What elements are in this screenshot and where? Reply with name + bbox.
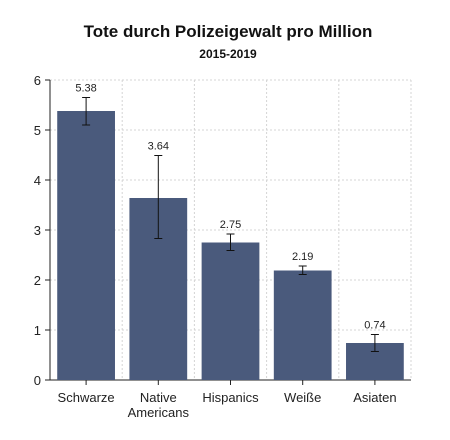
y-tick-label-1: 1	[34, 323, 41, 338]
x-tick-label-1-line-0: Native	[140, 390, 177, 405]
x-tick-label-0: Schwarze	[58, 390, 115, 405]
x-tick-label-4: Asiaten	[353, 390, 396, 405]
chart-title: Tote durch Polizeigewalt pro Million	[84, 22, 373, 41]
value-label-3: 2.19	[292, 251, 313, 263]
value-label-1: 3.64	[148, 141, 169, 153]
y-tick-label-6: 6	[34, 73, 41, 88]
x-tick-label-2: Hispanics	[202, 390, 259, 405]
y-tick-label-3: 3	[34, 223, 41, 238]
y-tick-label-4: 4	[34, 173, 41, 188]
x-tick-label-1-line-1: Americans	[128, 405, 190, 420]
value-label-2: 2.75	[220, 219, 241, 231]
value-label-0: 5.38	[75, 83, 96, 95]
chart-subtitle: 2015-2019	[199, 47, 257, 61]
y-tick-label-5: 5	[34, 123, 41, 138]
y-tick-label-2: 2	[34, 273, 41, 288]
x-tick-label-3: Weiße	[284, 390, 321, 405]
bar-0	[57, 111, 115, 380]
bar-3	[273, 270, 332, 380]
y-tick-label-0: 0	[34, 373, 41, 388]
value-label-4: 0.74	[364, 320, 385, 332]
bar-2	[201, 242, 260, 380]
